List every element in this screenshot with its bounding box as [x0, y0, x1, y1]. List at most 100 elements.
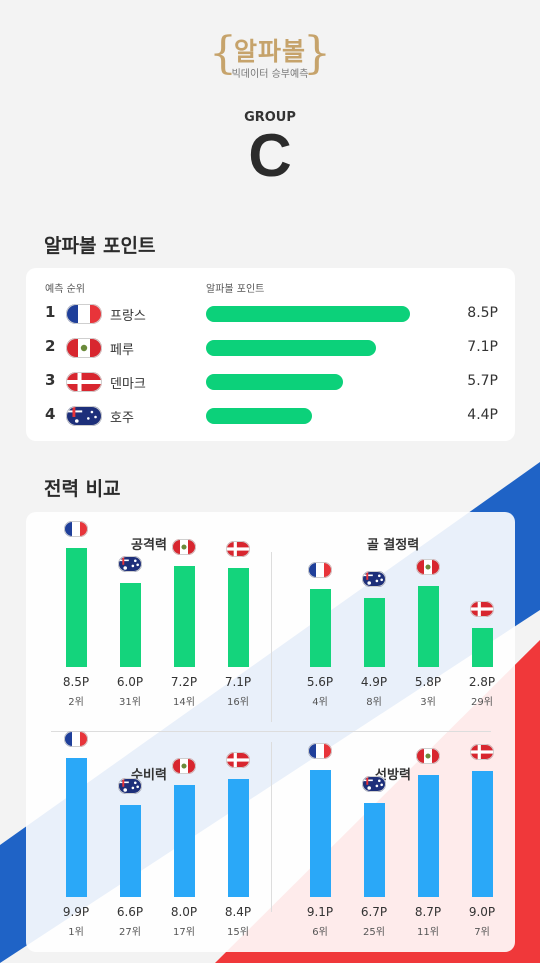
france-flag — [64, 731, 88, 748]
points-bar-track — [206, 374, 446, 390]
peru-flag — [172, 539, 196, 556]
stat-column: 5.8P 3위 — [408, 512, 448, 727]
points-column-header: 알파볼 포인트 — [206, 284, 265, 295]
stat-bar — [472, 771, 493, 897]
points-row: 2 페루 7.1P — [26, 336, 515, 360]
stat-value: 7.2P — [170, 675, 198, 689]
stat-panel-attack: 공격력 8.5P 2위 — [34, 512, 264, 727]
stat-value: 5.6P — [306, 675, 334, 689]
stat-value: 8.4P — [224, 905, 252, 919]
stat-bar — [66, 758, 87, 897]
panel-divider-vertical — [271, 552, 272, 722]
stat-rank: 16위 — [227, 697, 249, 708]
points-row: 1 프랑스 8.5P — [26, 302, 515, 326]
rank-number: 1 — [45, 303, 56, 321]
denmark-flag — [226, 752, 250, 769]
logo-brace-right: } — [303, 28, 331, 79]
stat-column: 9.1P 6위 — [300, 742, 340, 957]
stat-rank: 31위 — [119, 697, 141, 708]
stat-value: 8.0P — [170, 905, 198, 919]
stat-rank: 3위 — [420, 697, 436, 708]
points-row: 4 호주 4.4P — [26, 404, 515, 428]
stat-rank: 14위 — [173, 697, 195, 708]
denmark-flag — [470, 600, 494, 617]
france-flag — [308, 561, 332, 578]
stat-rank: 8위 — [366, 697, 382, 708]
stat-column: 8.7P 11위 — [408, 742, 448, 957]
stat-rank: 4위 — [312, 697, 328, 708]
stat-rank: 17위 — [173, 927, 195, 938]
stat-rank: 15위 — [227, 927, 249, 938]
stat-value: 9.0P — [468, 905, 496, 919]
stat-bar — [310, 588, 331, 667]
points-value: 5.7P — [467, 373, 498, 389]
points-card: 예측 순위 알파볼 포인트 1 프랑스 8.5P 2 페루 — [26, 268, 515, 441]
stat-bar — [364, 803, 385, 897]
points-value: 8.5P — [467, 305, 498, 321]
country-name: 호주 — [110, 411, 134, 426]
stat-column: 4.9P 8위 — [354, 512, 394, 727]
stat-column: 9.0P 7위 — [462, 742, 502, 957]
stat-value: 6.6P — [116, 905, 144, 919]
australia-flag — [66, 406, 102, 426]
stat-value: 5.8P — [414, 675, 442, 689]
points-bar-track — [206, 306, 446, 322]
rank-number: 4 — [45, 405, 56, 423]
stat-bar — [228, 567, 249, 667]
alphaball-logo: { 알파볼 빅데이터 승부예측 } — [209, 30, 331, 84]
stat-column: 8.4P 15위 — [218, 742, 258, 957]
stat-panel-defense: 수비력 9.9P 1위 — [34, 731, 264, 957]
country-name: 덴마크 — [110, 377, 146, 392]
france-flag — [64, 521, 88, 537]
stat-column: 7.1P 16위 — [218, 512, 258, 727]
stat-value: 2.8P — [468, 675, 496, 689]
compare-section-title: 전력 비교 — [44, 478, 121, 500]
stat-column: 5.6P 4위 — [300, 512, 340, 727]
points-bar-track — [206, 408, 446, 424]
stat-rank: 29위 — [471, 697, 493, 708]
stat-value: 9.1P — [306, 905, 334, 919]
stat-value: 7.1P — [224, 675, 252, 689]
peru-flag — [66, 338, 102, 358]
france-flag — [66, 304, 102, 324]
peru-flag — [172, 758, 196, 774]
stat-bar — [228, 779, 249, 897]
stat-bar — [418, 775, 439, 897]
rank-number: 2 — [45, 337, 56, 355]
stat-column: 8.5P 2위 — [56, 512, 96, 727]
stat-rank: 7위 — [474, 927, 490, 938]
stat-column: 9.9P 1위 — [56, 731, 96, 957]
australia-flag — [118, 556, 142, 572]
logo-subtitle: 빅데이터 승부예측 — [231, 69, 309, 80]
denmark-flag — [226, 540, 250, 557]
stat-value: 6.7P — [360, 905, 388, 919]
points-value: 4.4P — [467, 407, 498, 423]
stat-rank: 1위 — [68, 927, 84, 938]
points-section-title: 알파볼 포인트 — [44, 235, 156, 257]
stat-bar — [418, 585, 439, 667]
stat-bar — [174, 566, 195, 667]
stat-column: 6.7P 25위 — [354, 742, 394, 957]
stat-column: 2.8P 29위 — [462, 512, 502, 727]
peru-flag — [416, 558, 440, 575]
stat-column: 8.0P 17위 — [164, 742, 204, 957]
compare-card: 공격력 8.5P 2위 — [26, 512, 515, 952]
france-flag — [308, 742, 332, 759]
country-name: 프랑스 — [110, 309, 146, 324]
stat-rank: 27위 — [119, 927, 141, 938]
logo-brace-left: { — [209, 28, 237, 79]
stat-value: 6.0P — [116, 675, 144, 689]
stat-value: 8.7P — [414, 905, 442, 919]
australia-flag — [362, 776, 386, 793]
stat-rank: 25위 — [363, 927, 385, 938]
points-bar-track — [206, 340, 446, 356]
stat-bar — [120, 583, 141, 667]
stat-column: 6.0P 31위 — [110, 512, 150, 727]
australia-flag — [362, 571, 386, 588]
panel-divider-horizontal — [51, 731, 491, 732]
stat-panel-lineup: 선방력 9.1P 6위 — [278, 742, 508, 957]
points-bar — [206, 374, 343, 390]
stat-column: 6.6P 27위 — [110, 742, 150, 957]
country-name: 페루 — [110, 343, 134, 358]
stat-bar — [174, 785, 195, 897]
